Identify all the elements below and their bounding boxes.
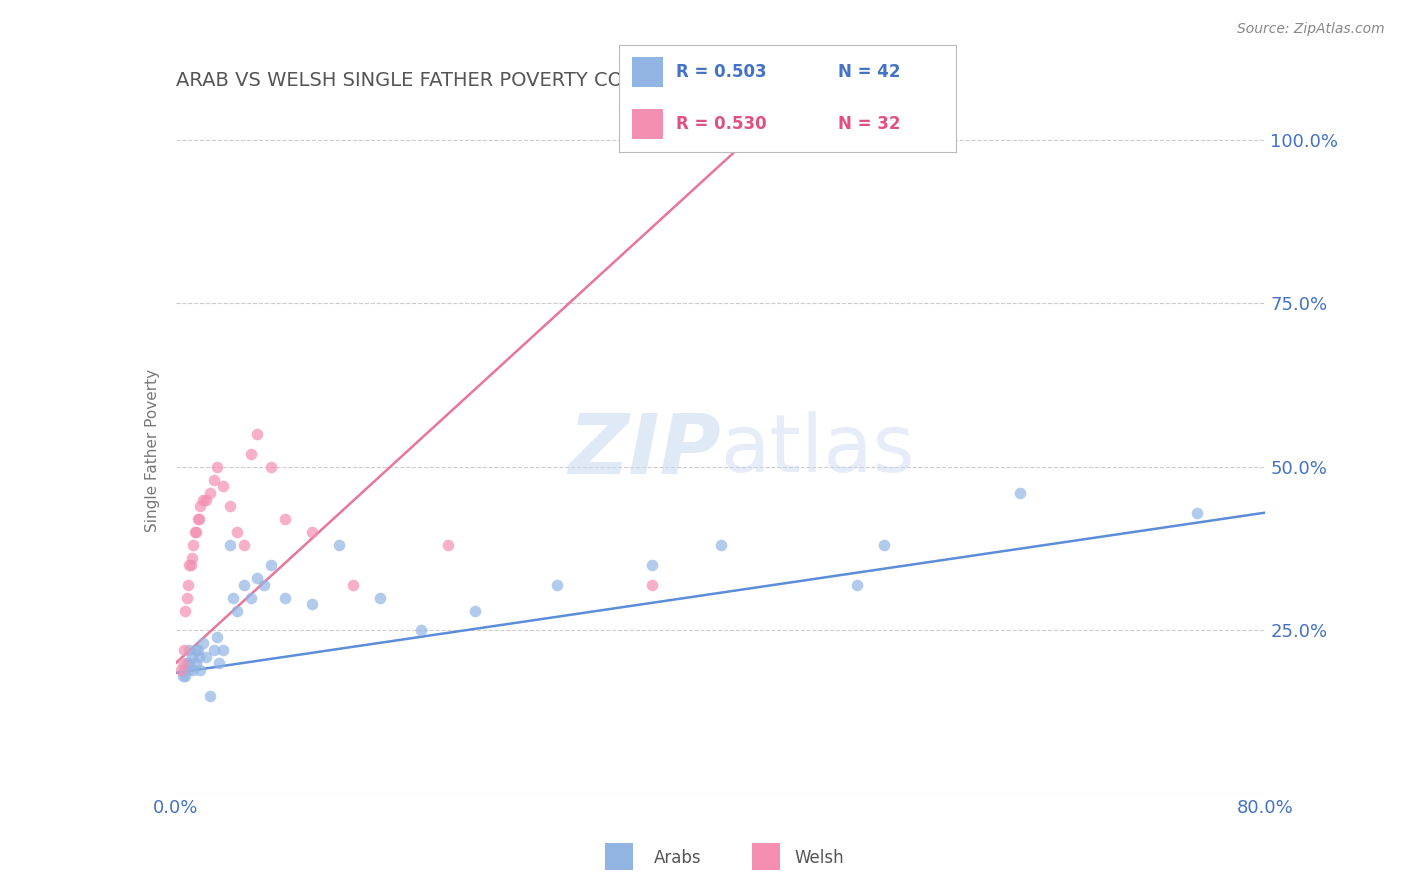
Point [641, 577, 664, 591]
Point [202, 473, 225, 487]
Point [342, 577, 364, 591]
Point [179, 643, 201, 657]
Point [222, 591, 245, 605]
FancyBboxPatch shape [633, 109, 662, 139]
Text: atlas: atlas [721, 411, 915, 490]
Point [186, 643, 208, 657]
Point [191, 492, 214, 507]
Text: N = 42: N = 42 [838, 63, 900, 81]
Text: Arabs: Arabs [654, 849, 702, 867]
Point [188, 499, 211, 513]
Point [173, 643, 195, 657]
Point [239, 447, 262, 461]
Point [845, 577, 868, 591]
Y-axis label: Single Father Poverty: Single Father Poverty [145, 369, 160, 532]
Point [198, 486, 221, 500]
Point [301, 525, 323, 540]
Point [198, 689, 221, 703]
Point [202, 643, 225, 657]
Point [232, 577, 254, 591]
Point [1187, 506, 1209, 520]
Point [208, 656, 231, 670]
Point [186, 512, 209, 526]
Text: R = 0.503: R = 0.503 [676, 63, 766, 81]
Point [188, 663, 211, 677]
Point [274, 591, 297, 605]
FancyBboxPatch shape [633, 57, 662, 87]
Point [1010, 486, 1032, 500]
Point [174, 604, 197, 618]
Point [179, 656, 201, 670]
Point [301, 597, 323, 611]
Point [172, 669, 194, 683]
Point [181, 649, 204, 664]
Point [194, 492, 217, 507]
Point [186, 525, 208, 540]
Point [205, 459, 228, 474]
Point [253, 577, 276, 591]
Point [173, 663, 195, 677]
Point [181, 551, 204, 566]
Point [246, 427, 269, 442]
Point [641, 558, 664, 572]
Point [219, 499, 242, 513]
Point [409, 624, 432, 638]
Point [180, 558, 202, 572]
Point [437, 538, 460, 552]
Point [191, 636, 214, 650]
Point [170, 663, 193, 677]
Point [186, 656, 208, 670]
Text: ZIP: ZIP [568, 410, 721, 491]
Text: Source: ZipAtlas.com: Source: ZipAtlas.com [1237, 22, 1385, 37]
Point [177, 663, 200, 677]
Point [174, 669, 197, 683]
Point [710, 538, 733, 552]
Point [226, 525, 249, 540]
Point [172, 656, 194, 670]
Point [194, 649, 217, 664]
Point [212, 479, 235, 493]
Point [205, 630, 228, 644]
Text: ARAB VS WELSH SINGLE FATHER POVERTY CORRELATION CHART: ARAB VS WELSH SINGLE FATHER POVERTY CORR… [176, 71, 804, 90]
Point [183, 663, 205, 677]
Point [239, 591, 262, 605]
Text: N = 32: N = 32 [838, 115, 900, 133]
Point [246, 571, 269, 585]
Point [177, 577, 200, 591]
Point [368, 591, 391, 605]
Point [873, 538, 896, 552]
Point [179, 558, 201, 572]
Point [183, 538, 205, 552]
Point [186, 643, 209, 657]
Text: R = 0.530: R = 0.530 [676, 115, 766, 133]
Text: Welsh: Welsh [794, 849, 844, 867]
Point [187, 512, 209, 526]
Point [226, 604, 249, 618]
Point [260, 558, 283, 572]
Point [219, 538, 242, 552]
Point [274, 512, 297, 526]
Point [328, 538, 350, 552]
Point [232, 538, 254, 552]
Point [464, 604, 486, 618]
Point [184, 525, 207, 540]
Point [546, 577, 568, 591]
Point [212, 643, 235, 657]
Point [176, 591, 198, 605]
Point [176, 656, 198, 670]
Point [260, 459, 283, 474]
Point [187, 649, 209, 664]
